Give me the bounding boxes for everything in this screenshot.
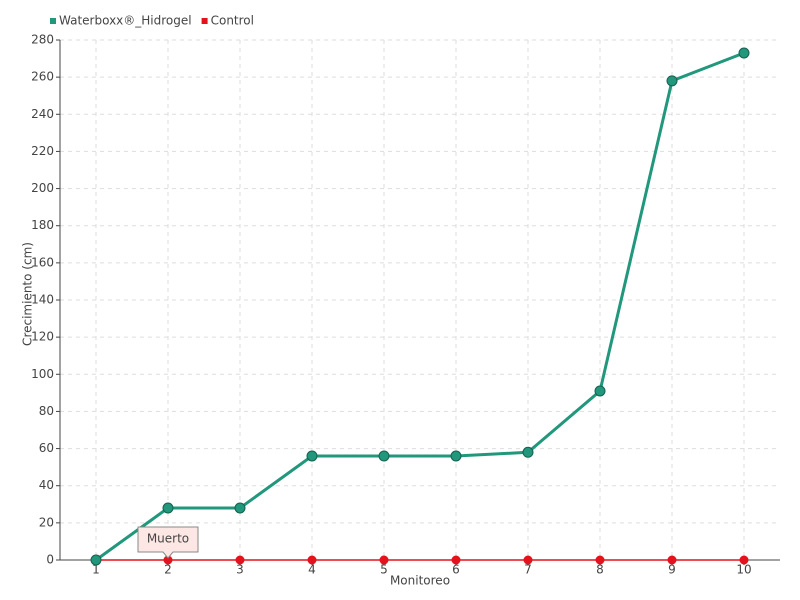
x-tick-label: 10 <box>736 563 751 577</box>
x-axis-title: Monitoreo <box>390 574 450 588</box>
data-point <box>666 75 678 87</box>
x-tick-label: 2 <box>164 563 172 577</box>
x-tick-label: 8 <box>596 563 604 577</box>
x-tick-label: 5 <box>380 563 388 577</box>
x-tick-label: 9 <box>668 563 676 577</box>
data-point <box>739 555 749 565</box>
y-tick-label: 240 <box>31 107 54 121</box>
y-tick-label: 260 <box>31 70 54 84</box>
y-tick-label: 80 <box>39 404 54 418</box>
data-point <box>738 47 750 59</box>
data-point <box>234 502 246 514</box>
y-tick-label: 220 <box>31 144 54 158</box>
data-point <box>235 555 245 565</box>
data-point <box>379 555 389 565</box>
y-tick-label: 200 <box>31 181 54 195</box>
data-point <box>162 502 174 514</box>
data-point <box>451 555 461 565</box>
y-tick-label: 180 <box>31 218 54 232</box>
y-axis-title: Crecimiento (cm) <box>21 242 35 346</box>
x-tick-label: 6 <box>452 563 460 577</box>
data-point <box>378 450 390 462</box>
legend-label: Waterboxx®_Hidrogel <box>59 14 192 28</box>
x-tick-label: 1 <box>92 563 100 577</box>
annotation-box <box>137 526 199 559</box>
data-point <box>306 450 318 462</box>
y-tick-label: 60 <box>39 441 54 455</box>
y-tick-label: 0 <box>46 553 54 567</box>
y-tick-label: 40 <box>39 478 54 492</box>
legend-swatch <box>50 18 56 24</box>
y-tick-label: 20 <box>39 515 54 529</box>
y-tick-label: 160 <box>31 255 54 269</box>
data-point <box>595 555 605 565</box>
data-point <box>523 555 533 565</box>
data-point <box>90 554 102 566</box>
data-point <box>450 450 462 462</box>
series-line <box>95 51 745 562</box>
data-point <box>522 446 534 458</box>
legend-swatch <box>201 18 208 24</box>
annotation-text: Muerto <box>147 532 189 546</box>
y-tick-label: 140 <box>31 293 54 307</box>
data-point <box>594 385 606 397</box>
data-point <box>307 555 317 565</box>
x-tick-label: 7 <box>524 563 532 577</box>
y-tick-label: 100 <box>31 367 54 381</box>
y-tick-label: 280 <box>31 33 54 47</box>
x-tick-label: 4 <box>308 563 316 577</box>
y-tick-label: 120 <box>31 330 54 344</box>
legend-label: Control <box>211 14 254 28</box>
data-point <box>667 555 677 565</box>
x-tick-label: 3 <box>236 563 244 577</box>
